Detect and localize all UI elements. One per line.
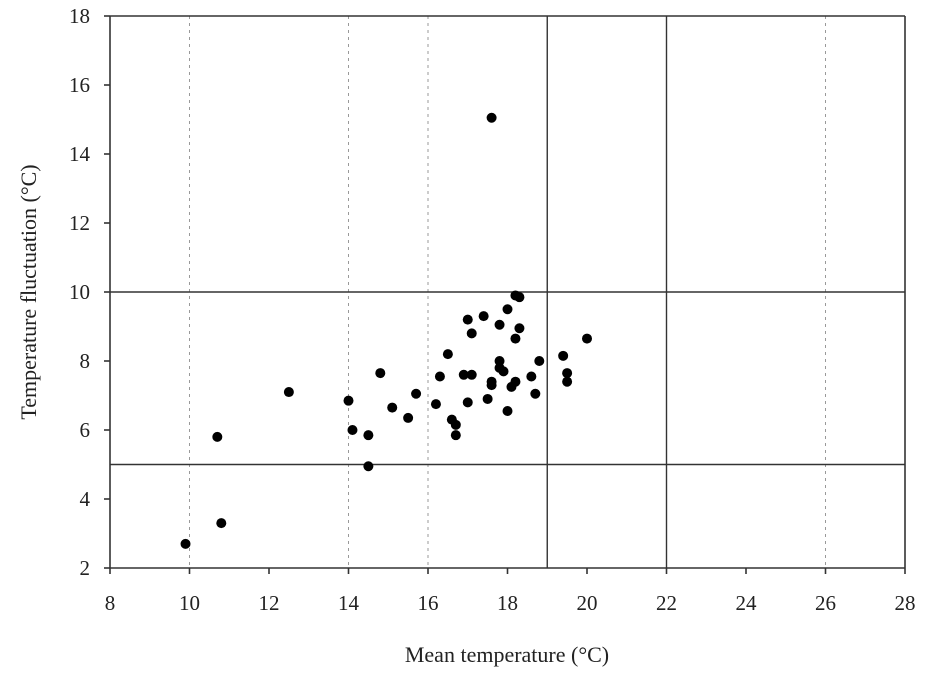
data-point [363,430,374,441]
data-point [562,368,573,379]
data-point [494,319,505,330]
y-tick-label: 10 [69,280,90,304]
x-tick-label: 18 [497,591,518,615]
data-point [283,387,294,398]
data-point [582,333,592,344]
data-point [534,356,545,366]
y-ticks: 2 4 6 8 10 12 14 16 18 [69,4,110,580]
data-point [363,461,374,472]
data-point [478,311,489,322]
data-point [498,366,509,377]
data-point [347,425,358,435]
data-point [530,388,541,399]
data-point [450,419,461,430]
x-tick-label: 16 [418,591,439,615]
data-point [510,333,521,344]
y-tick-label: 16 [69,73,90,97]
x-tick-label: 24 [736,591,758,615]
data-point [430,399,441,410]
y-tick-label: 8 [80,349,91,373]
data-point [502,406,513,417]
x-tick-label: 20 [577,591,598,615]
x-axis-title: Mean temperature (°C) [405,642,609,667]
data-point [462,397,473,408]
x-tick-label: 10 [179,591,200,615]
x-tick-label: 22 [656,591,677,615]
data-point [514,323,525,334]
x-tick-label: 8 [105,591,116,615]
reference-lines [110,15,905,568]
data-point [434,371,445,382]
data-point [482,393,493,404]
data-point [458,369,469,380]
data-point [510,376,521,387]
y-axis-title: Temperature fluctuation (°C) [16,164,41,419]
data-point [180,538,191,549]
x-tick-label: 28 [895,591,916,615]
y-tick-label: 12 [69,211,90,235]
data-point [411,388,422,399]
data-point [562,376,573,387]
data-point [502,304,513,315]
x-tick-label: 14 [338,591,360,615]
y-tick-label: 14 [69,142,91,166]
data-point [462,314,473,325]
data-point [212,431,223,442]
data-point [442,349,453,360]
data-point [494,356,505,366]
y-tick-label: 2 [80,556,91,580]
data-point [216,518,227,529]
y-tick-label: 4 [80,487,91,511]
data-point [375,368,386,379]
data-point [343,395,354,406]
data-point [486,112,497,123]
data-point [526,371,537,382]
data-point [466,328,477,339]
data-point [486,376,497,387]
data-point [514,292,525,303]
data-point [387,402,398,413]
data-points [180,112,592,549]
x-tick-label: 26 [815,591,836,615]
y-tick-label: 6 [80,418,91,442]
data-point [450,430,461,441]
data-point [558,350,569,361]
data-point [403,412,414,423]
x-ticks: 8 10 12 14 16 18 20 22 24 26 28 [105,568,916,615]
y-tick-label: 18 [69,4,90,28]
data-point [466,369,477,380]
x-tick-label: 12 [259,591,280,615]
